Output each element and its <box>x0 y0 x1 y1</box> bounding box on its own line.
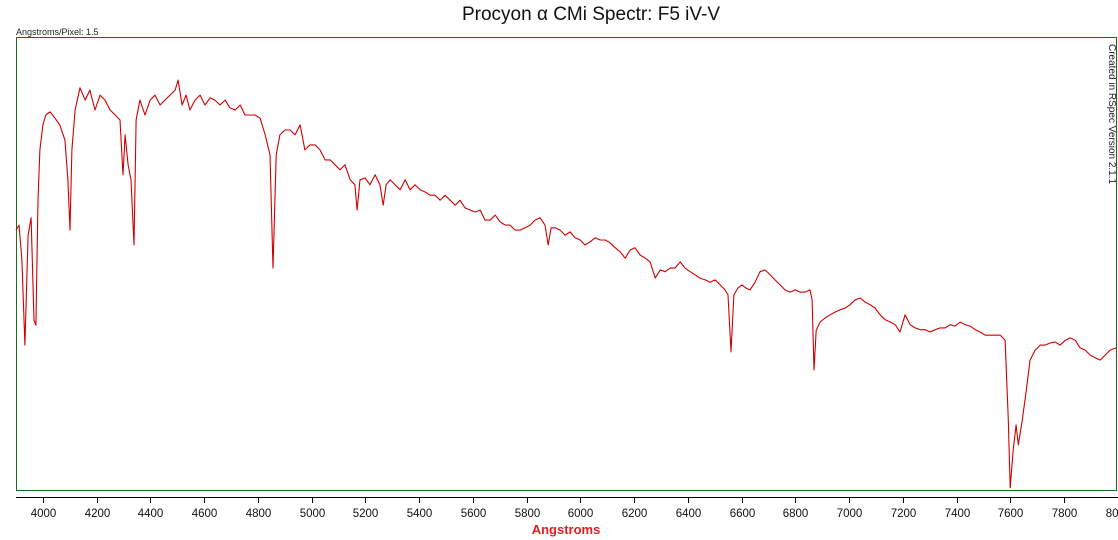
x-tick-label: 5800 <box>515 508 541 520</box>
x-tick-label: 5200 <box>353 508 379 520</box>
x-tick-label: 4200 <box>85 508 111 520</box>
x-tick-label: 7400 <box>945 508 971 520</box>
x-tick-label: 6600 <box>730 508 756 520</box>
x-tick-label: 4800 <box>246 508 272 520</box>
x-tick-label: 7000 <box>837 508 863 520</box>
x-tick-label: 6000 <box>568 508 594 520</box>
x-tick-label: 6200 <box>622 508 648 520</box>
x-tick-label: 6800 <box>783 508 809 520</box>
x-tick-label: 4000 <box>31 508 57 520</box>
x-tick-label: 6400 <box>676 508 702 520</box>
x-tick-label: 5600 <box>461 508 487 520</box>
x-tick-label: 8000 <box>1106 508 1118 520</box>
x-tick-label: 7600 <box>998 508 1024 520</box>
plot-frame <box>16 37 1117 491</box>
x-tick-label: 7200 <box>891 508 917 520</box>
software-credit: Created in RSpec Version 2.1.1 <box>1106 44 1117 185</box>
x-tick-label: 5000 <box>300 508 326 520</box>
spectrum-line <box>15 79 1117 489</box>
x-tick-label: 4600 <box>192 508 218 520</box>
x-tick-label: 7800 <box>1052 508 1078 520</box>
x-tick-label: 4400 <box>138 508 164 520</box>
x-tick-label: 5400 <box>407 508 433 520</box>
angstroms-per-pixel-label: Angstroms/Pixel: 1.5 <box>16 27 99 37</box>
chart-title: Procyon α CMi Spectr: F5 iV-V <box>461 4 721 25</box>
x-axis-label: Angstroms <box>531 522 601 537</box>
